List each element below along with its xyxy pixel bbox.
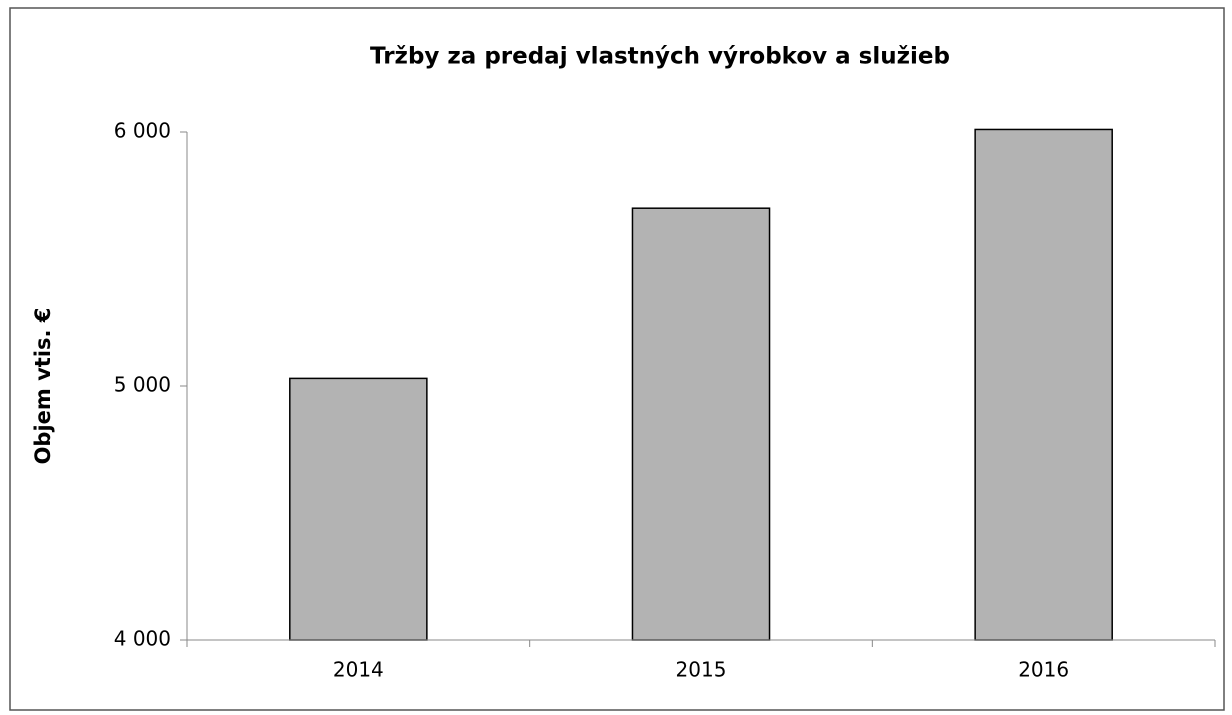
y-axis-label: Objem vtis. € (31, 308, 55, 465)
x-tick-label: 2015 (676, 658, 727, 682)
bar (289, 377, 428, 641)
x-tick-label: 2014 (333, 658, 384, 682)
x-tick-label: 2016 (1018, 658, 1069, 682)
chart-title: Tržby za predaj vlastných výrobkov a slu… (370, 44, 950, 70)
y-tick-label: 6 000 (114, 119, 171, 143)
y-tick-label: 4 000 (114, 627, 171, 651)
bar (974, 128, 1113, 641)
bar (631, 207, 771, 641)
y-tick-label: 5 000 (114, 373, 171, 397)
